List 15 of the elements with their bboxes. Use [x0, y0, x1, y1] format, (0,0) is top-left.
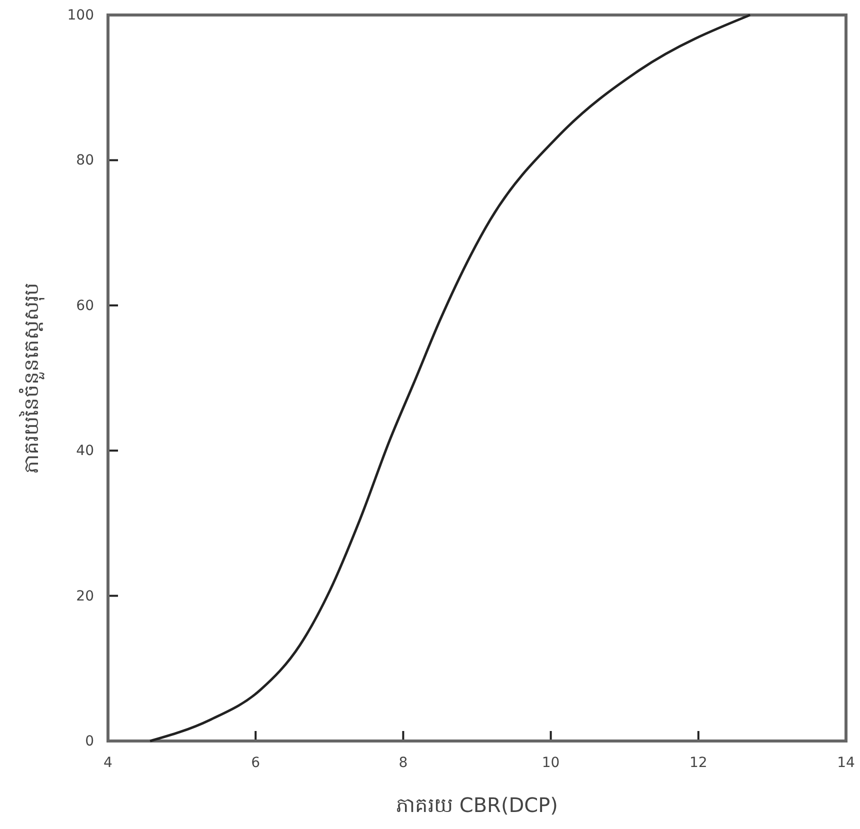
x-tick-label: 10	[542, 754, 560, 771]
y-axis-title: ភាគរយនៃចំនួនតេស្តសរុប	[18, 282, 45, 474]
x-tick-label: 6	[251, 754, 260, 771]
x-axis-title: ភាគរយ CBR(DCP)	[396, 793, 558, 817]
y-tick-label: 80	[76, 152, 94, 169]
y-tick-label: 20	[76, 588, 94, 604]
x-tick-label: 8	[398, 754, 408, 771]
y-tick-label: 100	[67, 7, 94, 24]
y-tick-label: 60	[76, 298, 94, 314]
y-tick-label: 0	[85, 733, 94, 750]
line-series	[148, 14, 752, 742]
x-tick-label: 14	[837, 754, 855, 771]
x-tick-label: 4	[104, 754, 113, 771]
x-tick-label: 12	[689, 754, 708, 771]
y-tick-label: 40	[76, 443, 94, 460]
